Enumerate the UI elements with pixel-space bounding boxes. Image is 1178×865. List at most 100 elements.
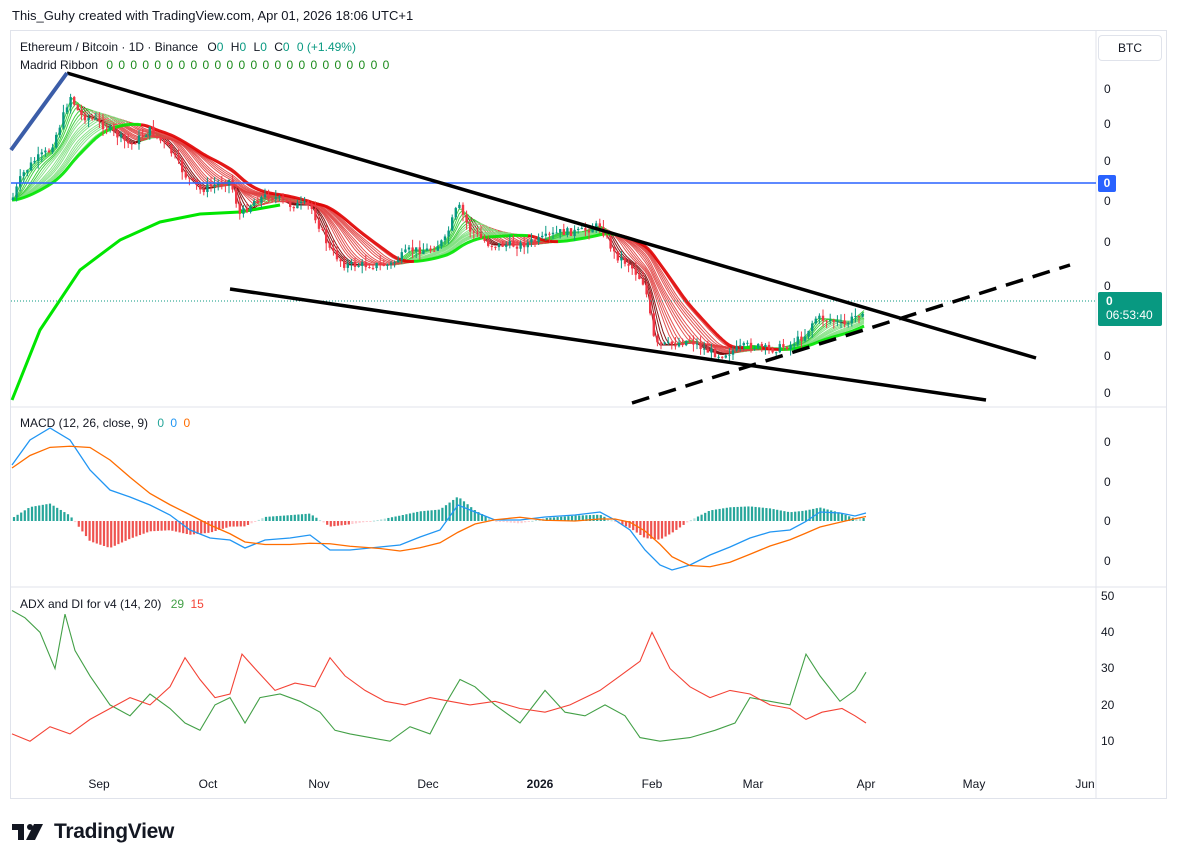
macd-histogram-bar: [531, 520, 534, 522]
macd-histogram-bar: [747, 506, 750, 521]
macd-histogram-bar: [434, 509, 437, 521]
macd-histogram-bar: [455, 497, 458, 521]
candle-body: [555, 232, 558, 234]
candle-body: [332, 247, 335, 251]
macd-histogram-bar: [650, 521, 653, 539]
macd-histogram-bar: [228, 521, 232, 527]
candle-body: [443, 236, 447, 241]
ribbon-values: 0 0 0 0 0 0 0 0 0 0 0 0 0 0 0 0 0 0 0 0 …: [106, 58, 391, 72]
macd-histogram-bar: [783, 511, 786, 521]
chart-caption: This_Guhy created with TradingView.com, …: [12, 8, 414, 23]
macd-histogram-bar: [822, 508, 826, 521]
candle-body: [289, 201, 292, 207]
candle-body: [857, 315, 861, 317]
macd-histogram-bar: [405, 514, 408, 521]
macd-histogram-bar: [509, 521, 512, 523]
candle-body: [65, 107, 69, 113]
candle-body: [55, 134, 58, 148]
macd-histogram-bar: [506, 521, 509, 523]
candle-body: [523, 242, 526, 248]
macd-histogram-bar: [149, 521, 152, 532]
currency-button[interactable]: BTC: [1098, 35, 1162, 61]
ribbon-ma-line: [164, 136, 223, 187]
macd-histogram-bar: [840, 513, 844, 521]
ribbon-ma-line: [164, 135, 223, 188]
candle-body: [40, 152, 43, 155]
candle-body: [112, 126, 115, 131]
macd-histogram-bar: [63, 512, 66, 521]
macd-histogram-bar: [221, 521, 224, 529]
ribbon-base-line: [10, 203, 281, 401]
candle-body: [641, 279, 645, 285]
macd-histogram-bar: [732, 507, 736, 521]
macd-histogram-bar: [56, 507, 59, 521]
candle-body: [699, 343, 702, 350]
candle-body: [33, 160, 36, 163]
wedge-lower-trendline: [229, 287, 987, 402]
di-minus-value: 15: [190, 597, 204, 611]
macd-histogram-bar: [848, 516, 851, 521]
candle-body: [141, 135, 144, 137]
candle-body: [577, 228, 580, 230]
brand-name: TradingView: [54, 820, 175, 843]
macd-histogram-bar: [318, 520, 322, 522]
macd-hist-value: 0: [157, 416, 165, 430]
candle-body: [760, 344, 763, 348]
candle-body: [479, 233, 483, 238]
candle-body: [184, 172, 187, 178]
macd-histogram-bar: [218, 521, 221, 530]
macd-histogram-bar: [290, 515, 293, 521]
candle-body: [245, 208, 249, 212]
candle-body: [850, 316, 853, 324]
tradingview-logo[interactable]: TradingView: [12, 820, 174, 844]
candle-body: [87, 117, 90, 121]
macd-histogram-bar: [452, 499, 455, 521]
macd-histogram-bar: [203, 521, 206, 534]
macd-histogram-bar: [671, 521, 674, 533]
candle-body: [803, 336, 807, 341]
symbol-legend[interactable]: Ethereum / Bitcoin · 1D · Binance O0 H0 …: [20, 40, 356, 54]
candle-body: [15, 186, 18, 198]
candle-body: [29, 162, 33, 171]
candle-body: [335, 250, 339, 260]
candle-body: [451, 217, 454, 231]
time-tick-year: 2026: [526, 777, 554, 791]
macd-histogram-bar: [700, 514, 703, 521]
macd-histogram-bar: [239, 521, 242, 527]
candle-body: [595, 223, 598, 229]
open-value: 0: [216, 40, 224, 54]
candle-body: [37, 154, 40, 161]
candle-body: [811, 323, 814, 331]
candle-body: [649, 294, 652, 314]
macd-histogram-bar: [725, 507, 728, 521]
macd-histogram-bar: [552, 517, 556, 521]
macd-legend[interactable]: MACD (12, 26, close, 9) 0 0 0: [20, 416, 190, 430]
candle-body: [285, 199, 288, 202]
ribbon-ma-line: [761, 346, 781, 352]
ribbon-legend[interactable]: Madrid Ribbon 0 0 0 0 0 0 0 0 0 0 0 0 0 …: [20, 58, 390, 72]
candle-body: [307, 201, 310, 204]
macd-histogram-bar: [786, 511, 790, 521]
macd-histogram-bar: [473, 510, 476, 521]
candle-body: [746, 342, 749, 344]
candle-body: [659, 342, 663, 344]
high-value: 0: [239, 40, 247, 54]
candle-body: [177, 155, 180, 161]
candle-body: [461, 204, 465, 215]
macd-histogram-bar: [534, 520, 538, 522]
macd-histogram-bar: [567, 516, 570, 521]
candle-body: [735, 346, 738, 351]
ribbon-ma-line: [107, 114, 286, 203]
candle-body: [379, 262, 382, 264]
candle-body: [101, 121, 105, 130]
candle-body: [836, 320, 839, 322]
ribbon-ma-line: [611, 232, 766, 351]
macd-histogram-bar: [657, 521, 660, 540]
adx-legend[interactable]: ADX and DI for v4 (14, 20) 29 15: [20, 597, 204, 611]
candle-body: [191, 178, 195, 180]
candle-body: [105, 129, 108, 131]
macd-histogram-bar: [232, 521, 235, 527]
macd-histogram-bar: [653, 521, 656, 540]
macd-histogram-bar: [92, 521, 95, 543]
